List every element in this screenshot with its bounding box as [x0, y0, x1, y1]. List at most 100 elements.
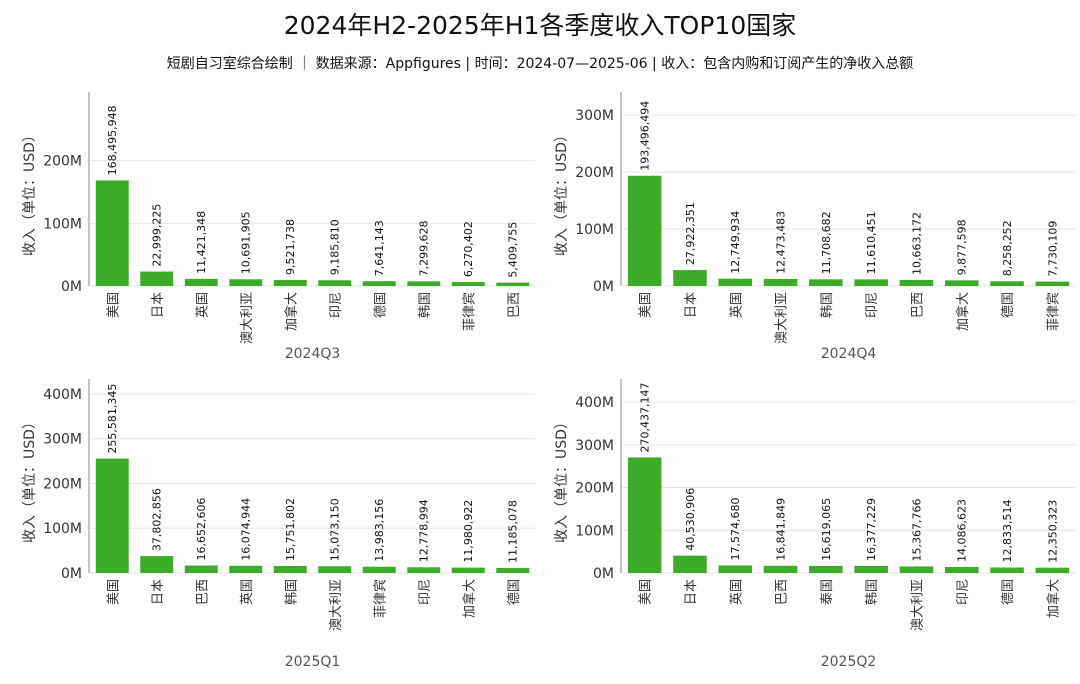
y-tick-label: 400M	[43, 387, 82, 403]
x-category-label: 韩国	[284, 579, 299, 605]
x-category-label: 德国	[1001, 579, 1016, 605]
bar-value-label: 11,185,078	[507, 500, 520, 563]
x-category-label: 韩国	[418, 292, 433, 318]
bar-value-label: 14,086,623	[956, 499, 969, 562]
x-category-label: 澳大利亚	[909, 579, 925, 631]
bar-value-label: 37,802,856	[151, 488, 164, 551]
bar	[1035, 281, 1070, 286]
panel-2025q1: 0M 100M 200M 300M 400M 收入（单位：USD） 255,581,345 美…	[22, 379, 535, 670]
y-tick-label: 200M	[575, 481, 614, 497]
y-axis-label: 收入（单位：USD）	[554, 128, 570, 256]
bar-value-label: 11,421,348	[195, 211, 208, 274]
y-tick-label: 100M	[575, 222, 614, 238]
x-category-label: 加拿大	[1045, 579, 1061, 618]
bar	[184, 565, 218, 573]
y-tick-label: 200M	[575, 165, 614, 181]
bar-value-label: 40,530,906	[684, 488, 697, 551]
x-category-label: 英国	[240, 579, 255, 605]
bar	[229, 565, 263, 573]
y-axis-label: 收入（单位：USD）	[22, 128, 38, 256]
x-category-label: 澳大利亚	[239, 292, 255, 344]
bar	[407, 567, 441, 573]
x-category-label: 日本	[684, 292, 699, 318]
x-category-label: 菲律宾	[461, 292, 477, 331]
bar-value-label: 27,922,351	[684, 202, 697, 265]
bar-value-label: 15,751,802	[284, 498, 297, 561]
bar-value-label: 5,409,755	[507, 222, 520, 278]
y-tick-label: 400M	[575, 395, 614, 411]
x-category-label: 澳大利亚	[774, 292, 790, 344]
x-category-label: 澳大利亚	[328, 579, 344, 631]
panel-2025q2: 0M 100M 200M 300M 400M 收入（单位：USD） 270,437,147 美…	[554, 379, 1075, 670]
bar	[899, 279, 934, 286]
bar	[407, 281, 441, 286]
panel-2024q3: 0M 100M 200M 收入（单位：USD） 168,495,948 美国 22,999,…	[22, 92, 535, 362]
x-category-label: 英国	[729, 292, 744, 318]
x-category-label: 德国	[1001, 292, 1016, 318]
bar	[627, 175, 662, 286]
x-category-label: 英国	[195, 292, 210, 318]
x-category-label: 加拿大	[461, 579, 477, 618]
y-axis-label: 收入（单位：USD）	[554, 415, 570, 543]
bar-value-label: 16,619,065	[820, 498, 833, 561]
bar-value-label: 270,437,147	[639, 382, 652, 452]
bar	[763, 565, 798, 573]
x-category-label: 德国	[373, 292, 388, 318]
bar	[184, 278, 218, 286]
bar-value-label: 11,980,922	[462, 500, 475, 563]
y-tick-label: 200M	[43, 476, 82, 492]
x-category-label: 巴西	[910, 292, 925, 318]
x-category-label: 日本	[151, 292, 166, 318]
x-category-label: 美国	[106, 292, 121, 318]
panel-2024q4: 0M 100M 200M 300M 收入（单位：USD） 193,496,494 美国 27,…	[554, 92, 1075, 362]
bar	[944, 566, 979, 573]
bar-value-label: 168,495,948	[106, 105, 119, 175]
bar	[899, 566, 934, 573]
x-category-label: 菲律宾	[372, 579, 388, 618]
bar-value-label: 12,350,323	[1046, 500, 1059, 563]
y-tick-label: 0M	[61, 279, 82, 295]
bar-value-label: 11,610,451	[865, 211, 878, 274]
bar-value-label: 12,833,514	[1001, 500, 1014, 563]
x-category-label: 巴西	[775, 579, 790, 605]
bar-value-label: 11,708,682	[820, 211, 833, 274]
x-category-label: 印尼	[418, 579, 433, 605]
bar-value-label: 8,258,252	[1001, 220, 1014, 276]
bar	[718, 565, 753, 573]
bar-value-label: 12,778,994	[418, 499, 431, 562]
bar	[140, 556, 174, 573]
x-category-label: 加拿大	[283, 292, 299, 331]
panel-title: 2025Q1	[285, 654, 341, 670]
bar-value-label: 7,299,628	[418, 220, 431, 276]
bar	[763, 278, 798, 286]
bar	[944, 280, 979, 286]
x-category-label: 印尼	[956, 579, 971, 605]
bar-value-label: 22,999,225	[151, 204, 164, 267]
chart-subtitle: 短剧自习室综合绘制 ｜ 数据来源：Appfigures | 时间：2024-07…	[166, 56, 914, 72]
bar	[273, 280, 307, 286]
panel-title: 2025Q2	[821, 654, 877, 670]
bar-value-label: 9,877,598	[956, 219, 969, 275]
bar-value-label: 16,841,849	[775, 498, 788, 561]
x-category-label: 英国	[729, 579, 744, 605]
x-category-label: 日本	[151, 579, 166, 605]
panel-title: 2024Q3	[285, 346, 341, 362]
y-tick-label: 200M	[43, 154, 82, 170]
bar	[140, 271, 174, 286]
y-axis-label: 收入（单位：USD）	[22, 415, 38, 543]
x-category-label: 巴西	[195, 579, 210, 605]
panel-title: 2024Q4	[821, 346, 877, 362]
bar-value-label: 193,496,494	[639, 101, 652, 171]
y-tick-label: 0M	[61, 566, 82, 582]
y-tick-label: 0M	[593, 566, 614, 582]
bar	[95, 180, 129, 286]
bar	[362, 566, 396, 573]
bar	[362, 281, 396, 286]
bar-value-label: 255,581,345	[106, 384, 119, 454]
bar-value-label: 9,521,738	[284, 219, 297, 275]
bar	[229, 279, 263, 286]
bar	[451, 567, 485, 573]
bar-value-label: 15,073,150	[329, 498, 342, 561]
bar-value-label: 6,270,402	[462, 221, 475, 277]
